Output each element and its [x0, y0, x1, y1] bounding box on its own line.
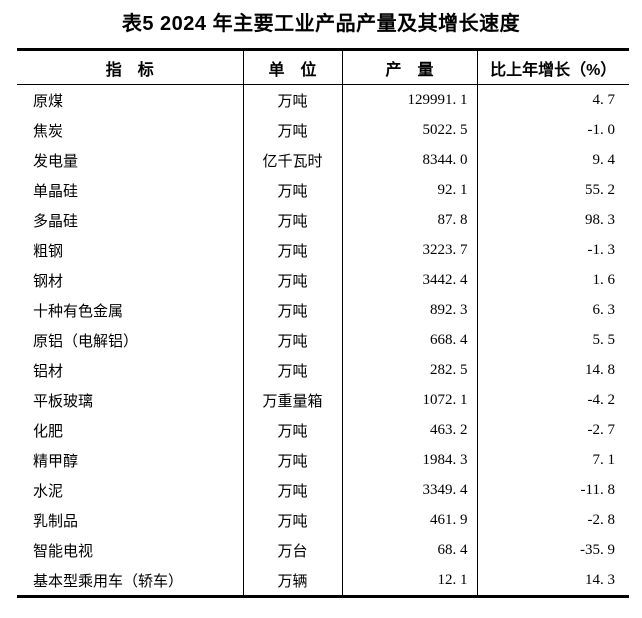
cell-growth: -4. 2 — [476, 385, 629, 415]
cell-indicator: 原铝（电解铝） — [33, 333, 139, 350]
table-title: 表5 2024 年主要工业产品产量及其增长速度 — [121, 13, 521, 35]
table-row: 多晶硅 万吨 87. 8 98. 3 — [17, 205, 629, 235]
table-row: 水泥 万吨 3349. 4 -11. 8 — [17, 475, 629, 505]
cell-unit: 万吨 — [242, 355, 342, 385]
cell-unit: 万吨 — [242, 415, 342, 445]
cell-unit: 万吨 — [242, 115, 342, 145]
cell-growth: 14. 3 — [476, 565, 629, 597]
cell-growth: 9. 4 — [476, 145, 629, 175]
table-row: 化肥 万吨 463. 2 -2. 7 — [17, 415, 629, 445]
cell-indicator: 粗钢 — [33, 243, 64, 260]
table-row: 发电量 亿千瓦时 8344. 0 9. 4 — [17, 145, 629, 175]
col-header-unit: 单 位 — [242, 49, 342, 85]
cell-output: 8344. 0 — [341, 145, 477, 175]
cell-growth: -2. 8 — [476, 505, 629, 535]
col-header-indicator: 指 标 — [17, 49, 243, 85]
table-row: 智能电视 万台 68. 4 -35. 9 — [17, 535, 629, 565]
cell-output: 892. 3 — [341, 295, 477, 325]
table-row: 钢材 万吨 3442. 4 1. 6 — [17, 265, 629, 295]
table-row: 粗钢 万吨 3223. 7 -1. 3 — [17, 235, 629, 265]
cell-indicator: 发电量 — [33, 153, 79, 170]
cell-output: 3349. 4 — [341, 475, 477, 505]
cell-output: 87. 8 — [341, 205, 477, 235]
cell-indicator: 化肥 — [33, 423, 64, 440]
cell-unit: 万吨 — [242, 265, 342, 295]
cell-unit: 万吨 — [242, 325, 342, 355]
cell-output: 668. 4 — [341, 325, 477, 355]
cell-indicator: 精甲醇 — [33, 453, 79, 470]
cell-indicator: 乳制品 — [33, 513, 79, 530]
cell-growth: -2. 7 — [476, 415, 629, 445]
cell-growth: 4. 7 — [476, 84, 629, 115]
table-row: 精甲醇 万吨 1984. 3 7. 1 — [17, 445, 629, 475]
cell-growth: -1. 0 — [476, 115, 629, 145]
table-row: 焦炭 万吨 5022. 5 -1. 0 — [17, 115, 629, 145]
col-header-output: 产 量 — [341, 49, 477, 85]
cell-growth: 6. 3 — [476, 295, 629, 325]
cell-output: 282. 5 — [341, 355, 477, 385]
cell-growth: -35. 9 — [476, 535, 629, 565]
table-header-row: 指 标单 位产 量比上年增长（%） — [17, 49, 629, 85]
cell-unit: 万吨 — [242, 235, 342, 265]
industrial-output-table: 指 标单 位产 量比上年增长（%） 原煤 万吨 129991. 1 4. 7 焦炭 万吨 5… — [17, 48, 629, 598]
cell-unit: 万吨 — [242, 505, 342, 535]
cell-growth: 7. 1 — [476, 445, 629, 475]
cell-output: 3442. 4 — [341, 265, 477, 295]
cell-indicator: 平板玻璃 — [33, 393, 94, 410]
cell-growth: -11. 8 — [476, 475, 629, 505]
cell-growth: 1. 6 — [476, 265, 629, 295]
cell-indicator: 基本型乘用车（轿车） — [33, 573, 184, 590]
cell-output: 3223. 7 — [341, 235, 477, 265]
cell-indicator: 原煤 — [33, 93, 64, 110]
cell-output: 1984. 3 — [341, 445, 477, 475]
cell-indicator: 多晶硅 — [33, 213, 79, 230]
cell-indicator: 智能电视 — [33, 543, 94, 560]
cell-unit: 万吨 — [242, 175, 342, 205]
cell-output: 92. 1 — [341, 175, 477, 205]
cell-growth: 98. 3 — [476, 205, 629, 235]
cell-indicator: 十种有色金属 — [33, 303, 124, 320]
table-row: 单晶硅 万吨 92. 1 55. 2 — [17, 175, 629, 205]
col-header-growth: 比上年增长（%） — [476, 49, 629, 85]
table-row: 原铝（电解铝） 万吨 668. 4 5. 5 — [17, 325, 629, 355]
cell-output: 12. 1 — [341, 565, 477, 597]
cell-output: 5022. 5 — [341, 115, 477, 145]
cell-unit: 万吨 — [242, 445, 342, 475]
cell-unit: 万重量箱 — [242, 385, 342, 415]
table-row: 平板玻璃 万重量箱 1072. 1 -4. 2 — [17, 385, 629, 415]
cell-output: 129991. 1 — [341, 84, 477, 115]
cell-growth: -1. 3 — [476, 235, 629, 265]
cell-output: 463. 2 — [341, 415, 477, 445]
cell-output: 68. 4 — [341, 535, 477, 565]
table-row: 原煤 万吨 129991. 1 4. 7 — [17, 84, 629, 115]
cell-output: 461. 9 — [341, 505, 477, 535]
cell-unit: 亿千瓦时 — [242, 145, 342, 175]
cell-unit: 万吨 — [242, 205, 342, 235]
cell-unit: 万吨 — [242, 475, 342, 505]
cell-unit: 万吨 — [242, 84, 342, 115]
cell-indicator: 单晶硅 — [33, 183, 79, 200]
table-row: 十种有色金属 万吨 892. 3 6. 3 — [17, 295, 629, 325]
cell-output: 1072. 1 — [341, 385, 477, 415]
cell-unit: 万辆 — [242, 565, 342, 597]
cell-growth: 5. 5 — [476, 325, 629, 355]
table-row: 乳制品 万吨 461. 9 -2. 8 — [17, 505, 629, 535]
table-row: 基本型乘用车（轿车） 万辆 12. 1 14. 3 — [17, 565, 629, 597]
table-row: 铝材 万吨 282. 5 14. 8 — [17, 355, 629, 385]
cell-indicator: 铝材 — [33, 363, 64, 380]
cell-growth: 14. 8 — [476, 355, 629, 385]
cell-indicator: 水泥 — [33, 483, 64, 500]
cell-unit: 万吨 — [242, 295, 342, 325]
cell-unit: 万台 — [242, 535, 342, 565]
cell-indicator: 钢材 — [33, 273, 64, 290]
cell-indicator: 焦炭 — [33, 123, 64, 140]
cell-growth: 55. 2 — [476, 175, 629, 205]
